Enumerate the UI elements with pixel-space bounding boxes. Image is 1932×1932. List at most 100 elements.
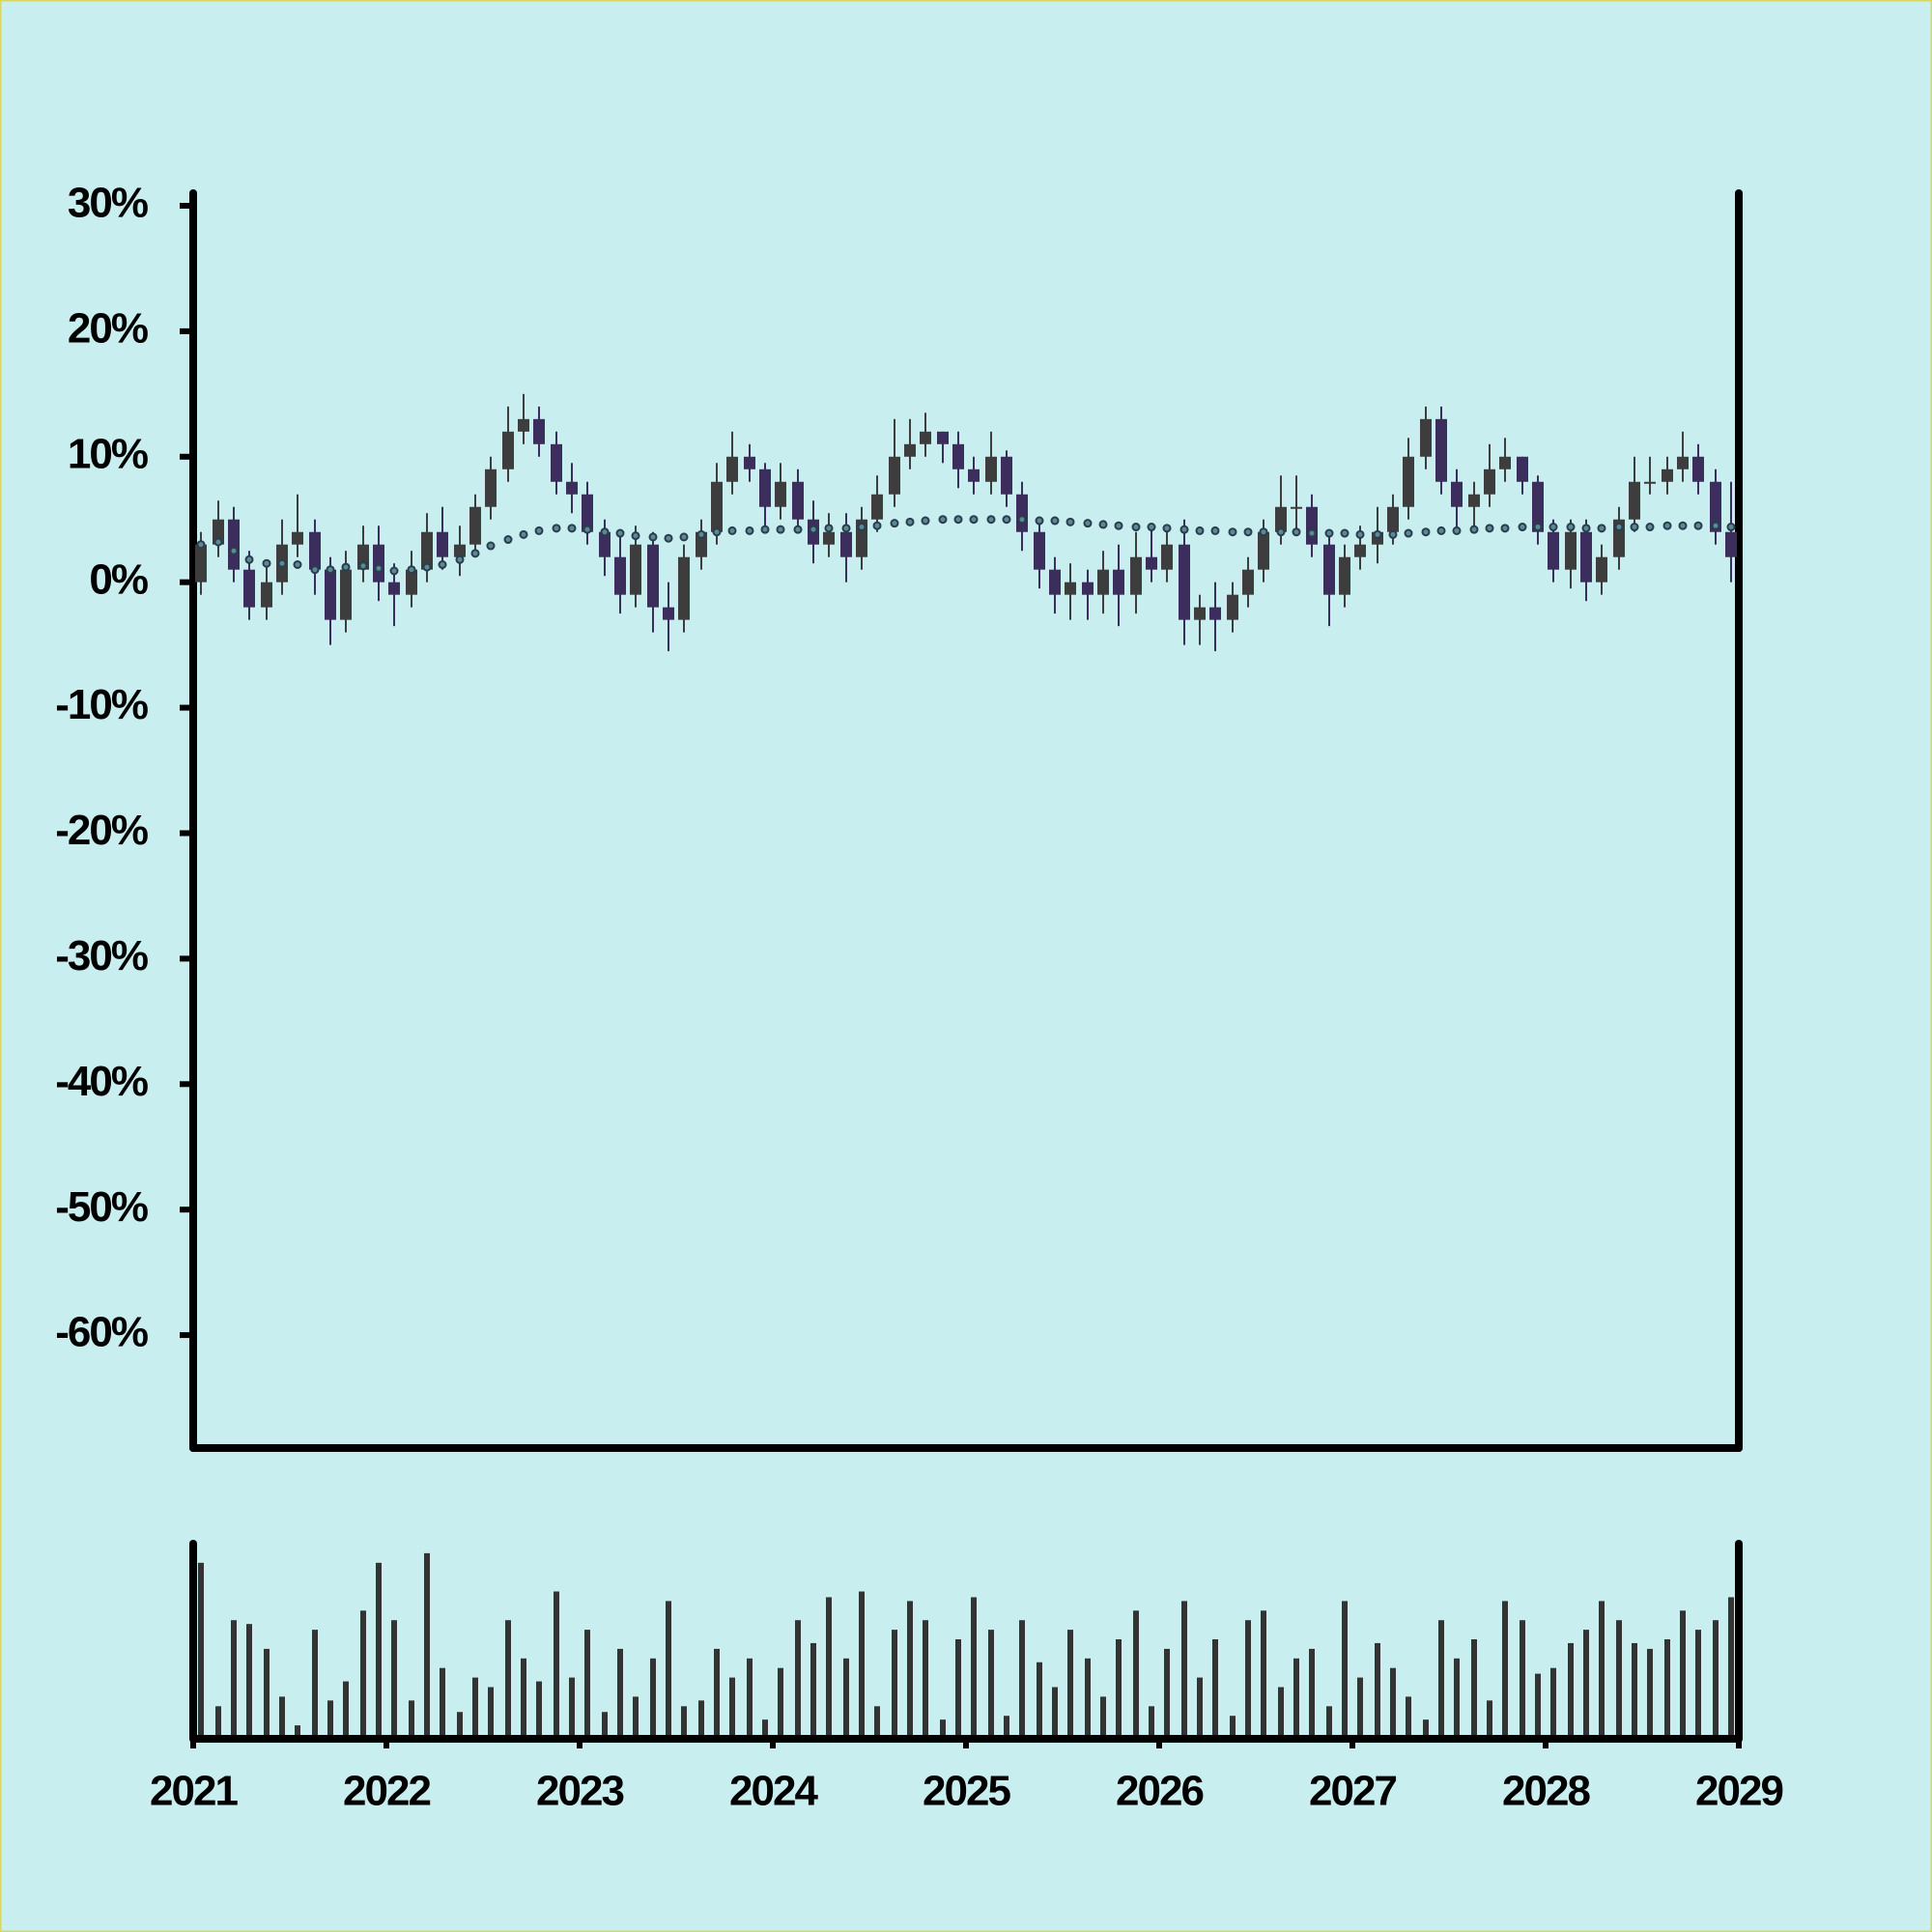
candle-body bbox=[792, 481, 804, 520]
candle-body bbox=[1548, 531, 1559, 570]
moving-average-dot bbox=[745, 526, 754, 535]
moving-average-dot bbox=[1050, 516, 1060, 526]
volume-bar bbox=[892, 1630, 897, 1735]
volume-bar bbox=[1342, 1601, 1348, 1735]
candle-body bbox=[454, 544, 466, 557]
moving-average-dot bbox=[486, 541, 496, 551]
moving-average-dot bbox=[1436, 526, 1446, 535]
y-tick-label: 10% bbox=[68, 430, 148, 477]
volume-bar bbox=[554, 1591, 559, 1735]
moving-average-dot bbox=[1452, 526, 1462, 535]
moving-average-dot bbox=[648, 532, 658, 542]
moving-average-dot bbox=[196, 540, 206, 550]
candle-body bbox=[195, 544, 207, 582]
candle-body bbox=[213, 519, 224, 545]
moving-average-dot bbox=[293, 560, 302, 570]
volume-bar bbox=[1278, 1687, 1284, 1735]
moving-average-dot bbox=[262, 558, 271, 568]
volume-bar bbox=[810, 1642, 816, 1735]
candle-body bbox=[1725, 531, 1737, 557]
candle-body bbox=[1451, 481, 1463, 507]
candle-body bbox=[1258, 531, 1269, 570]
moving-average-dot bbox=[213, 537, 223, 547]
volume-bar bbox=[1149, 1706, 1154, 1735]
moving-average-dot bbox=[600, 527, 610, 537]
x-tick-label: 2026 bbox=[1116, 1768, 1203, 1815]
candle-body bbox=[1354, 544, 1366, 557]
y-tick-label: -40% bbox=[55, 1058, 148, 1105]
candle-body bbox=[1435, 418, 1447, 482]
moving-average-dot bbox=[277, 558, 287, 568]
y-tick-label: 20% bbox=[68, 305, 148, 353]
moving-average-dot bbox=[1388, 529, 1398, 539]
moving-average-dot bbox=[1228, 527, 1237, 537]
moving-average-dot bbox=[727, 526, 737, 535]
moving-average-dot bbox=[1065, 517, 1075, 526]
moving-average-dot bbox=[1131, 523, 1141, 532]
candle-body bbox=[937, 431, 949, 444]
moving-average-dot bbox=[1243, 527, 1253, 537]
moving-average-dot bbox=[1469, 525, 1479, 534]
volume-bar bbox=[472, 1677, 478, 1735]
moving-average-dot bbox=[1035, 516, 1044, 526]
moving-average-dot bbox=[1597, 524, 1606, 533]
candle-body bbox=[678, 556, 690, 620]
volume-bar bbox=[633, 1696, 639, 1735]
volume-bar bbox=[1133, 1610, 1139, 1735]
volume-bar bbox=[295, 1725, 300, 1735]
volume-bar bbox=[1695, 1630, 1701, 1735]
volume-bar bbox=[409, 1700, 414, 1735]
candle-body bbox=[373, 544, 384, 582]
moving-average-dot bbox=[809, 525, 818, 534]
volume-bar bbox=[666, 1601, 671, 1735]
candle-body bbox=[1016, 494, 1028, 532]
volume-bar bbox=[457, 1712, 463, 1735]
candle-body bbox=[871, 494, 883, 520]
moving-average-dot bbox=[1726, 523, 1736, 532]
volume-bar bbox=[1599, 1601, 1605, 1735]
volume-bar bbox=[1728, 1597, 1734, 1735]
volume-bar bbox=[1680, 1610, 1686, 1735]
volume-bar bbox=[584, 1630, 590, 1735]
volume-bar bbox=[1664, 1639, 1670, 1735]
moving-average-dot bbox=[953, 515, 963, 525]
candle-body bbox=[1565, 531, 1577, 570]
candle-body bbox=[1644, 481, 1656, 484]
candle-body bbox=[952, 443, 964, 469]
moving-average-dot bbox=[872, 521, 882, 530]
candle-body bbox=[1097, 569, 1109, 595]
volume-bar bbox=[1245, 1620, 1251, 1735]
y-tick-label: 30% bbox=[68, 180, 148, 227]
volume-bar bbox=[536, 1681, 542, 1735]
moving-average-dot bbox=[1098, 520, 1108, 529]
volume-bar bbox=[923, 1620, 928, 1735]
candle-body bbox=[744, 456, 755, 469]
volume-bar bbox=[1085, 1658, 1091, 1735]
moving-average-dot bbox=[890, 519, 899, 528]
x-tick-label: 2025 bbox=[923, 1768, 1010, 1815]
moving-average-dot bbox=[938, 515, 948, 525]
candle-body bbox=[726, 456, 738, 482]
volume-bar bbox=[602, 1712, 608, 1735]
y-tick-label: -60% bbox=[55, 1309, 148, 1356]
volume-bar bbox=[1067, 1630, 1073, 1735]
volume-bar bbox=[1004, 1716, 1009, 1735]
moving-average-dot bbox=[1614, 523, 1624, 532]
candle-body bbox=[309, 531, 321, 570]
volume-bar bbox=[1632, 1642, 1637, 1735]
candle-body bbox=[485, 469, 497, 507]
candle-body bbox=[1161, 544, 1173, 570]
candle-body bbox=[1517, 456, 1528, 482]
candle-body bbox=[904, 443, 916, 457]
moving-average-dot bbox=[1340, 528, 1350, 538]
moving-average-dot bbox=[1566, 523, 1576, 532]
volume-bar bbox=[231, 1620, 237, 1735]
volume-bar bbox=[1406, 1696, 1411, 1735]
candle-body bbox=[1468, 494, 1480, 507]
moving-average-dot bbox=[696, 529, 706, 539]
moving-average-dot bbox=[1324, 528, 1334, 538]
y-tick-label: -50% bbox=[55, 1183, 148, 1231]
candle-body bbox=[920, 431, 931, 444]
